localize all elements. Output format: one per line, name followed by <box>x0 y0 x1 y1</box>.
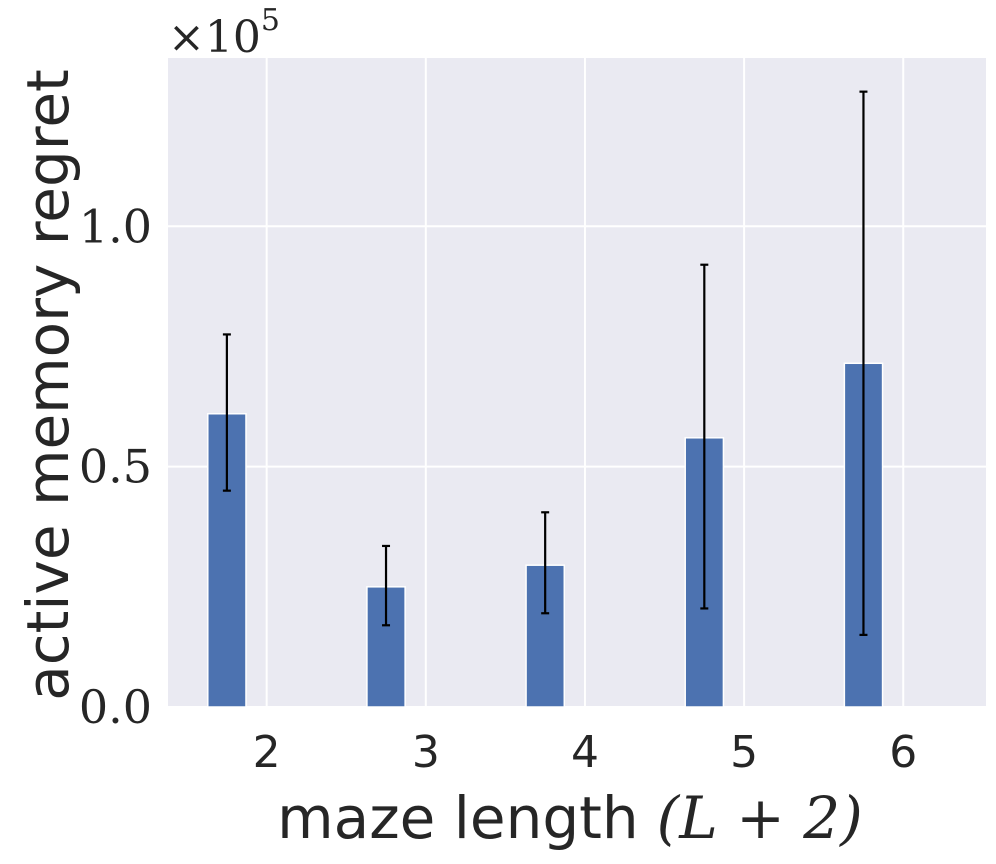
x-tick-label: 5 <box>730 727 758 778</box>
x-tick-label: 3 <box>412 727 440 778</box>
y-axis-multiplier: ×105 <box>168 3 280 63</box>
x-tick-label: 4 <box>571 727 599 778</box>
x-axis-label: maze length (L + 2) <box>277 784 863 852</box>
y-axis-label: active memory regret <box>14 69 82 701</box>
x-tick-label: 6 <box>889 727 917 778</box>
y-tick-label: 0.0 <box>79 680 152 734</box>
y-tick-label: 1.0 <box>79 199 152 253</box>
y-tick-label: 0.5 <box>79 440 152 494</box>
grid-lines <box>168 58 986 708</box>
error-bars <box>222 90 868 636</box>
bars <box>207 362 884 708</box>
x-tick-label: 2 <box>253 727 281 778</box>
x-tick-labels: 2 3 4 5 6 <box>253 727 918 778</box>
y-tick-labels: 0.0 0.5 1.0 <box>79 199 152 734</box>
